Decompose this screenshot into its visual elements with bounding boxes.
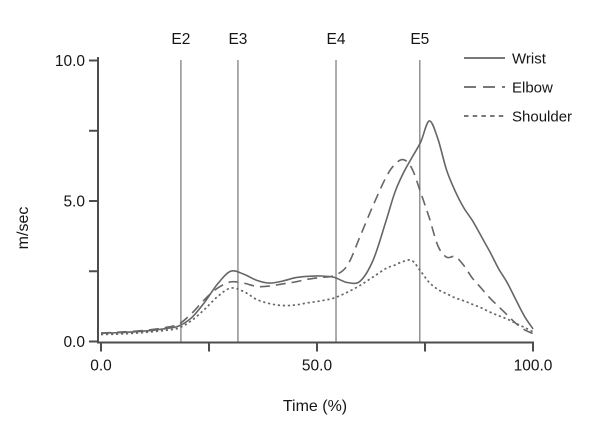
x-tick-label: 50.0 bbox=[302, 358, 333, 375]
y-axis-title: m/sec bbox=[15, 207, 32, 250]
legend-label-shoulder: Shoulder bbox=[512, 109, 572, 126]
series-curve-elbow bbox=[100, 158, 534, 335]
legend-label-wrist: Wrist bbox=[512, 51, 547, 68]
axes bbox=[97, 57, 534, 344]
x-axis-title: Time (%) bbox=[283, 398, 347, 415]
series-curve-shoulder bbox=[100, 259, 534, 336]
x-tick-label: 100.0 bbox=[514, 358, 553, 375]
x-tick-label: 0.0 bbox=[90, 358, 112, 375]
legend-label-elbow: Elbow bbox=[512, 80, 553, 97]
event-label-e5: E5 bbox=[410, 31, 429, 48]
event-label-e3: E3 bbox=[228, 31, 247, 48]
event-label-e4: E4 bbox=[327, 31, 346, 48]
y-tick-label: 0.0 bbox=[63, 334, 85, 351]
y-tick-label: 10.0 bbox=[55, 53, 86, 70]
series-curve-wrist bbox=[100, 120, 534, 334]
event-label-e2: E2 bbox=[171, 31, 190, 48]
y-tick-label: 5.0 bbox=[63, 194, 85, 211]
